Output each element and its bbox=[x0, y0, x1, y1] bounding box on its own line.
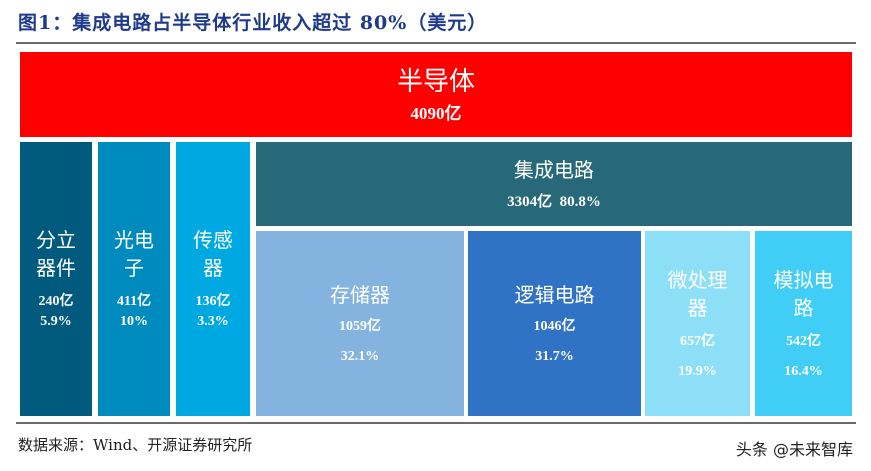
block-label: 子 bbox=[124, 256, 144, 280]
block-logic: 逻辑电路 1046亿 31.7% bbox=[468, 231, 641, 416]
block-value: 411亿 bbox=[116, 294, 152, 309]
block-value: 240亿 bbox=[38, 294, 74, 309]
footer-divider bbox=[16, 422, 856, 424]
data-source: 数据来源：Wind、开源证券研究所 bbox=[18, 436, 253, 454]
block-label: 光电 bbox=[114, 228, 154, 252]
block-label: 模拟电 bbox=[773, 267, 834, 292]
block-label: 分立 bbox=[36, 228, 76, 252]
block-label: 器 bbox=[203, 256, 223, 280]
block-label: 路 bbox=[793, 295, 814, 320]
block-sensors: 传感 器 136亿 3.3% bbox=[176, 142, 250, 416]
block-share: 5.9% bbox=[40, 314, 72, 329]
block-memory: 存储器 1059亿 32.1% bbox=[256, 231, 464, 416]
chart-title: 图1：集成电路占半导体行业收入超过 80%（美元） bbox=[18, 12, 488, 34]
block-share: 32.1% bbox=[340, 348, 380, 364]
block-label: 逻辑电路 bbox=[514, 282, 595, 307]
block-label: 器 bbox=[687, 295, 708, 320]
block-share: 31.7% bbox=[535, 348, 574, 364]
block-microprocessor: 微处理 器 657亿 19.9% bbox=[645, 231, 750, 416]
block-discrete-devices: 分立 器件 240亿 5.9% bbox=[20, 142, 92, 416]
watermark: 头条 @未来智库 bbox=[735, 440, 853, 459]
block-label: 存储器 bbox=[330, 282, 390, 307]
block-semiconductor: 半导体 4090亿 bbox=[20, 52, 852, 137]
block-integrated-circuits: 集成电路 3304亿 80.8% bbox=[256, 142, 852, 226]
block-value: 1046亿 bbox=[533, 318, 576, 334]
title-divider bbox=[16, 42, 856, 44]
block-value: 3304亿 80.8% bbox=[507, 194, 601, 210]
block-analog: 模拟电 路 542亿 16.4% bbox=[755, 231, 852, 416]
block-share: 10% bbox=[120, 314, 148, 329]
block-label: 器件 bbox=[36, 256, 76, 280]
block-label: 微处理 bbox=[667, 267, 728, 292]
block-optoelectronics: 光电 子 411亿 10% bbox=[98, 142, 170, 416]
block-value: 4090亿 bbox=[410, 103, 462, 123]
block-value: 1059亿 bbox=[339, 318, 381, 334]
block-share: 19.9% bbox=[678, 363, 717, 379]
block-share: 3.3% bbox=[197, 314, 229, 329]
block-value: 136亿 bbox=[195, 294, 231, 309]
block-value: 542亿 bbox=[786, 333, 821, 349]
block-label: 传感 bbox=[193, 228, 233, 252]
block-label: 集成电路 bbox=[514, 158, 594, 182]
block-share: 16.4% bbox=[784, 363, 823, 379]
block-label: 半导体 bbox=[396, 66, 475, 97]
block-value: 657亿 bbox=[680, 333, 715, 349]
